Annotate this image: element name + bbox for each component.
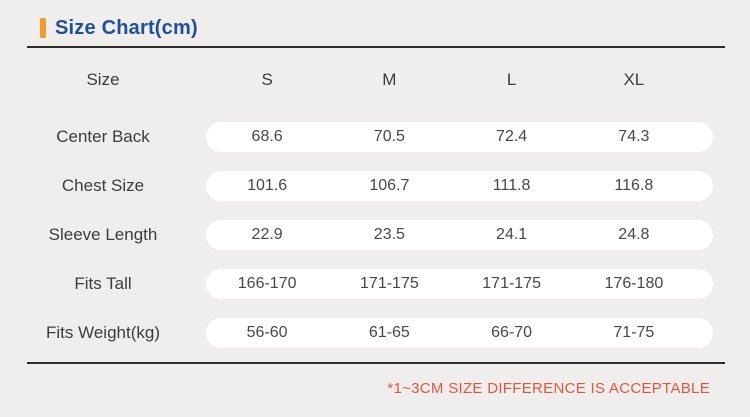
value-cell: 101.6	[247, 176, 288, 194]
bottom-divider	[27, 362, 725, 364]
value-cell: 24.8	[618, 225, 650, 243]
value-cell: 176-180	[604, 274, 664, 292]
value-cell: 171-175	[482, 274, 541, 292]
row-values-pill: 56-60 61-65 66-70 71-75	[206, 317, 713, 348]
value-cell: 22.9	[251, 225, 283, 243]
column-header-m: M	[382, 70, 397, 89]
value-cell: 74.3	[618, 127, 650, 145]
table-row: Sleeve Length 22.9 23.5 24.1 24.8	[0, 210, 713, 259]
value-cell: 106.7	[369, 176, 410, 194]
table-header-row: Size S M L XL	[0, 48, 713, 112]
value-cell: 71-75	[613, 323, 655, 341]
value-cell: 70.5	[373, 127, 405, 145]
value-cell: 61-65	[368, 323, 410, 341]
value-cell: 66-70	[491, 323, 533, 341]
value-cell: 24.1	[496, 225, 528, 243]
row-values-pill: 22.9 23.5 24.1 24.8	[206, 219, 713, 250]
row-values-pill: 166-170 171-175 171-175 176-180	[206, 268, 713, 299]
column-header-size: Size	[86, 70, 120, 89]
row-label: Center Back	[56, 126, 150, 146]
page-title: Size Chart(cm)	[55, 16, 198, 39]
row-label: Sleeve Length	[48, 224, 158, 244]
table-row: Chest Size 101.6 106.7 111.8 116.8	[0, 161, 713, 210]
table-row: Fits Tall 166-170 171-175 171-175 176-18…	[0, 259, 713, 308]
row-values-pill: 101.6 106.7 111.8 116.8	[206, 170, 713, 201]
value-cell: 116.8	[614, 176, 654, 194]
row-label: Fits Weight(kg)	[46, 322, 160, 342]
column-header-s: S	[261, 70, 273, 89]
value-cell: 56-60	[246, 323, 288, 341]
top-divider	[27, 46, 725, 48]
value-cell: 111.8	[492, 176, 531, 194]
row-label: Chest Size	[61, 175, 145, 195]
column-header-xl: XL	[623, 70, 645, 89]
size-table: Size S M L XL Center Back 68.6 70.5 72.4…	[0, 48, 750, 357]
header-cells: S M L XL	[206, 65, 713, 95]
table-row: Center Back 68.6 70.5 72.4 74.3	[0, 112, 713, 161]
size-difference-note: *1~3CM SIZE DIFFERENCE IS ACCEPTABLE	[387, 380, 710, 397]
value-cell: 23.5	[373, 225, 405, 243]
column-header-l: L	[506, 70, 517, 89]
row-values-pill: 68.6 70.5 72.4 74.3	[206, 121, 713, 152]
title-row: Size Chart(cm)	[0, 0, 750, 40]
table-row: Fits Weight(kg) 56-60 61-65 66-70 71-75	[0, 308, 713, 357]
title-accent-bar	[40, 18, 46, 38]
value-cell: 72.4	[496, 127, 528, 145]
value-cell: 68.6	[251, 127, 283, 145]
row-label: Fits Tall	[74, 273, 132, 293]
value-cell: 166-170	[237, 274, 297, 292]
value-cell: 171-175	[360, 274, 419, 292]
